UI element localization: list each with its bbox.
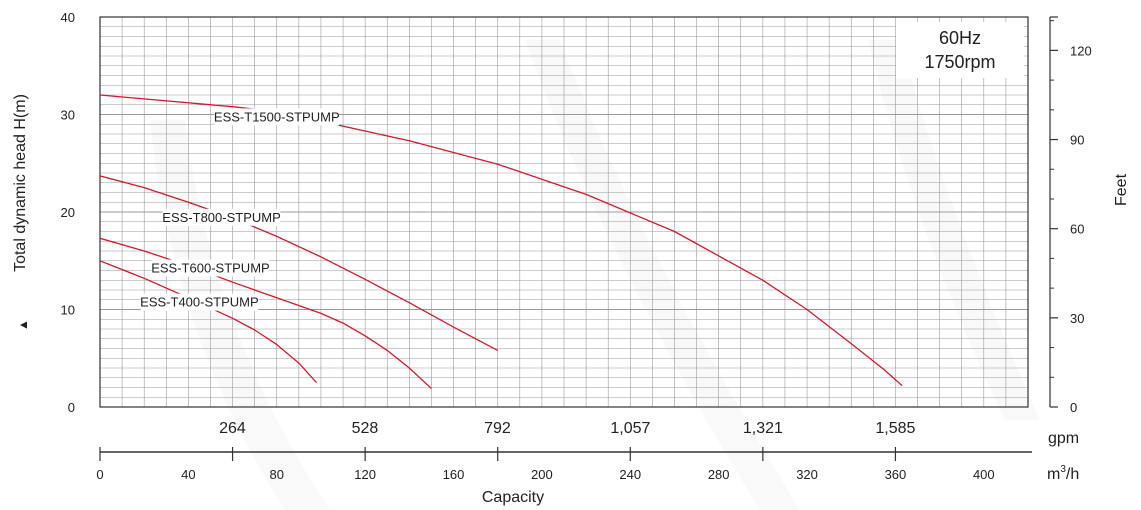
plot-frame: [99, 16, 1029, 408]
info-box: 60Hz 1750rpm: [896, 22, 1024, 78]
y-tick-label-left: 20: [61, 205, 75, 220]
series-label-bg: [140, 293, 259, 311]
series-line: [100, 175, 499, 351]
series-label-bg: [162, 208, 281, 226]
x-axis-title: Capacity: [482, 489, 544, 506]
x-axis-unit-gpm: gpm: [1048, 430, 1079, 447]
series-label: ESS-T800-STPUMP: [162, 210, 280, 225]
x-tick-label-gpm: 528: [352, 420, 379, 437]
x-tick-label-m3h: 320: [796, 467, 818, 482]
x-tick-label-m3h: 280: [708, 467, 730, 482]
series-label: ESS-T600-STPUMP: [151, 261, 269, 276]
info-speed: 1750rpm: [924, 52, 995, 72]
y-axis-title-left: Total dynamic head H(m): [12, 94, 29, 272]
y-tick-label-right: 0: [1070, 400, 1077, 415]
x-tick-label-m3h: 360: [885, 467, 907, 482]
y-tick-label-right: 120: [1070, 43, 1092, 58]
x-axis-unit-m3h: m3/h: [1047, 464, 1079, 483]
info-frequency: 60Hz: [939, 28, 981, 48]
x-tick-label-gpm: 1,585: [875, 420, 915, 437]
x-tick-label-m3h: 80: [270, 467, 284, 482]
x-axis-m3h: 0 40 80 120 160 200 240 280 320 360 400: [96, 447, 995, 482]
y-tick-label-right: 90: [1070, 133, 1084, 148]
x-tick-label-m3h: 200: [531, 467, 553, 482]
x-tick-label-m3h: 40: [181, 467, 195, 482]
series-label: ESS-T1500-STPUMP: [214, 109, 340, 124]
x-tick-label-m3h: 240: [619, 467, 641, 482]
x-tick-label-gpm: 264: [219, 420, 246, 437]
x-tick-label-m3h: 120: [354, 467, 376, 482]
y-axis-title-right: Feet: [1113, 173, 1130, 206]
info-box-frame: [896, 22, 1024, 78]
unit-m3h-sup: 3: [1060, 464, 1066, 475]
x-tick-label-m3h: 0: [96, 467, 103, 482]
y-tick-label-right: 30: [1070, 311, 1084, 326]
x-tick-label-gpm: 1,321: [743, 420, 783, 437]
x-axis-gpm: 264 528 792 1,057 1,321 1,585: [219, 420, 915, 437]
series-line: [100, 260, 317, 384]
x-tick-label-m3h: 160: [443, 467, 465, 482]
x-tick-label-m3h: 400: [973, 467, 995, 482]
y-tick-label-left: 30: [61, 108, 75, 123]
series-label: ESS-T400-STPUMP: [140, 295, 258, 310]
series-label-bg: [214, 108, 340, 126]
unit-m3h-tail: /h: [1066, 466, 1079, 483]
y-tick-label-left: 0: [68, 400, 75, 415]
y-axis-feet: 0 30 60 90 120: [1050, 16, 1092, 415]
y-tick-label-left: 10: [61, 303, 75, 318]
y-axis-meters: 0 10 20 30 40: [61, 10, 75, 415]
y-tick-label-left: 40: [61, 10, 75, 25]
y-tick-label-right: 60: [1070, 222, 1084, 237]
x-tick-label-gpm: 1,057: [610, 420, 650, 437]
y-axis-title-triangle: ▲: [16, 319, 30, 331]
unit-m3h-base: m: [1047, 466, 1060, 483]
x-tick-label-gpm: 792: [484, 420, 511, 437]
series-labels: ESS-T1500-STPUMP ESS-T800-STPUMP ESS-T600-…: [140, 108, 340, 311]
series-label-bg: [151, 259, 270, 277]
